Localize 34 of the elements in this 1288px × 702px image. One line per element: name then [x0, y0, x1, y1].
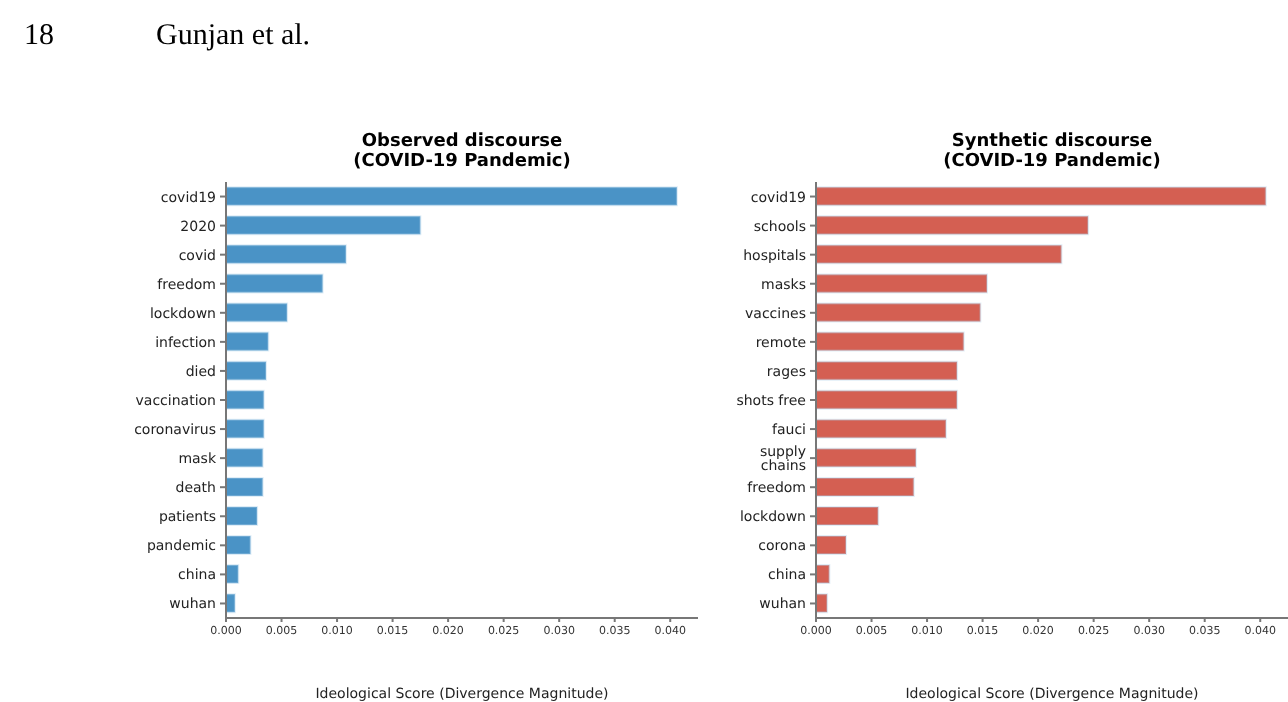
bar — [226, 564, 240, 585]
bar — [816, 505, 880, 526]
bar — [816, 273, 989, 294]
bar — [816, 244, 1063, 265]
bar — [816, 447, 917, 468]
bar — [226, 360, 267, 381]
bar — [816, 389, 959, 410]
text: Gunjan et al. — [156, 20, 311, 54]
bar — [226, 244, 347, 265]
text: 18 — [24, 20, 54, 54]
bar — [816, 564, 831, 585]
bar — [816, 360, 959, 381]
bar — [816, 215, 1090, 236]
bar — [226, 302, 289, 323]
chart-title: Observed discourse (COVID-19 Pandemic) — [351, 132, 573, 172]
bar — [226, 331, 270, 352]
bar — [816, 418, 947, 439]
bar — [226, 535, 252, 556]
bar — [816, 593, 829, 614]
bar — [226, 215, 422, 236]
bar — [226, 389, 265, 410]
bar — [226, 476, 264, 497]
bar — [816, 476, 915, 497]
bar — [816, 302, 982, 323]
bar — [226, 447, 264, 468]
chart-title: Synthetic discourse (COVID-19 Pandemic) — [941, 132, 1163, 172]
bar — [226, 593, 236, 614]
bar — [226, 186, 678, 207]
bar — [816, 331, 965, 352]
bar — [816, 535, 847, 556]
bar — [816, 186, 1267, 207]
bar — [226, 505, 259, 526]
bar — [226, 418, 265, 439]
bar — [226, 273, 324, 294]
